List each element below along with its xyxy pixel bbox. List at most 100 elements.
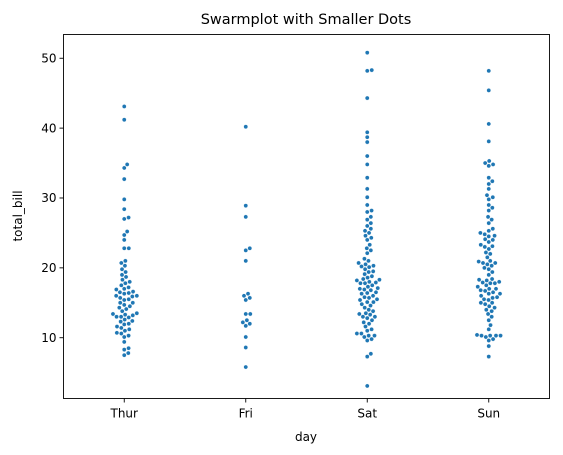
data-point <box>486 181 492 187</box>
data-point <box>486 354 492 359</box>
data-point <box>134 310 140 316</box>
data-point <box>364 139 370 145</box>
data-point <box>243 258 249 264</box>
data-point <box>489 276 495 282</box>
data-point <box>368 351 374 357</box>
data-point <box>363 262 368 267</box>
data-point <box>372 333 377 338</box>
data-point <box>487 258 493 264</box>
data-point <box>126 285 131 290</box>
data-point <box>486 272 492 278</box>
data-point <box>240 320 246 325</box>
data-point <box>370 269 376 274</box>
data-point <box>364 315 370 321</box>
data-point <box>243 248 249 253</box>
data-point <box>369 67 375 73</box>
data-point <box>486 139 492 144</box>
data-point <box>476 277 482 283</box>
data-point <box>492 280 498 286</box>
data-point <box>374 296 380 302</box>
data-point <box>486 303 492 309</box>
data-point <box>364 209 370 215</box>
data-point <box>486 68 492 74</box>
data-point <box>364 202 370 208</box>
data-point <box>490 237 496 243</box>
data-point <box>243 345 249 350</box>
data-point <box>493 286 499 292</box>
data-point <box>247 295 253 301</box>
data-point <box>362 287 367 292</box>
data-point <box>120 277 125 283</box>
data-point <box>114 324 120 329</box>
data-point <box>484 278 490 283</box>
data-point <box>486 234 492 239</box>
data-point <box>244 317 250 323</box>
data-point <box>359 301 365 307</box>
data-point <box>482 244 488 250</box>
data-point <box>245 291 251 297</box>
data-point <box>371 263 376 269</box>
data-point <box>121 216 127 222</box>
data-point <box>369 327 374 332</box>
data-point <box>364 328 370 334</box>
data-point <box>364 134 370 140</box>
data-point <box>243 334 249 340</box>
y-tick-label: 20 <box>41 261 56 275</box>
data-point <box>482 301 488 307</box>
y-tick-label: 10 <box>41 331 56 345</box>
data-point <box>493 333 499 338</box>
data-point <box>126 327 132 332</box>
data-point <box>486 220 492 226</box>
y-axis-label: total_bill <box>11 190 25 241</box>
data-point <box>489 217 494 222</box>
data-point <box>362 256 367 262</box>
data-point <box>110 311 116 317</box>
data-point <box>479 333 484 338</box>
data-point <box>369 317 375 323</box>
data-point <box>372 314 378 320</box>
data-point <box>121 237 127 243</box>
data-point <box>119 272 125 278</box>
data-point <box>486 343 492 349</box>
data-point <box>356 260 361 266</box>
data-point <box>134 293 140 299</box>
data-point <box>362 280 368 286</box>
data-point <box>488 322 493 328</box>
data-point <box>364 237 370 243</box>
data-point <box>119 331 124 336</box>
data-point <box>121 117 127 123</box>
data-point <box>492 233 497 239</box>
data-point <box>121 165 127 171</box>
data-point <box>119 325 124 331</box>
data-point <box>488 280 493 286</box>
data-point <box>241 293 247 299</box>
data-point <box>123 274 129 280</box>
data-point <box>126 345 131 351</box>
data-point <box>489 263 494 269</box>
data-point <box>486 291 492 297</box>
data-point <box>126 333 131 338</box>
data-point <box>364 68 370 74</box>
data-point <box>492 260 498 266</box>
data-point <box>113 293 119 299</box>
data-point <box>243 203 249 208</box>
data-point <box>490 243 495 249</box>
data-point <box>360 314 366 320</box>
data-point <box>126 296 132 302</box>
data-point <box>364 354 370 359</box>
data-point <box>474 332 480 338</box>
data-point <box>373 280 379 285</box>
data-point <box>125 350 131 356</box>
data-point <box>122 328 128 334</box>
data-point <box>486 228 492 234</box>
data-point <box>123 269 128 275</box>
data-point <box>369 273 375 279</box>
data-point <box>362 305 368 310</box>
data-point <box>127 279 133 285</box>
data-point <box>373 290 379 295</box>
data-point <box>367 242 373 248</box>
data-point <box>362 294 367 300</box>
data-point <box>126 245 132 251</box>
data-point <box>366 258 371 264</box>
data-point <box>122 263 128 269</box>
